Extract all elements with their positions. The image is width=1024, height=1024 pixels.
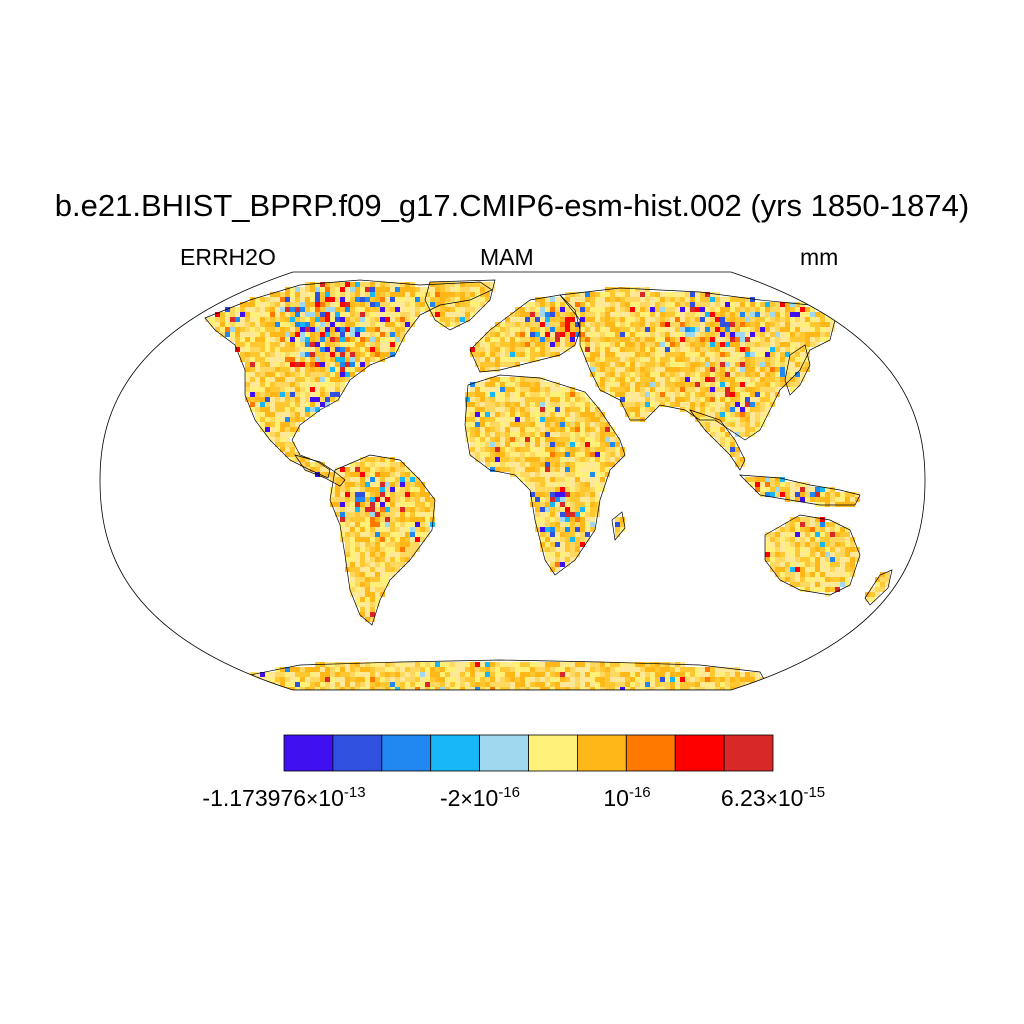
- units-label: mm: [800, 244, 839, 270]
- coastline: [464, 374, 626, 576]
- coastline: [204, 279, 493, 479]
- colorbar: [283, 734, 774, 772]
- season-label: MAM: [480, 244, 534, 270]
- map-boundary: [99, 271, 926, 691]
- colorbar-swatch: [283, 734, 334, 772]
- colorbar-swatch: [577, 734, 627, 772]
- colorbar-swatch: [479, 734, 529, 772]
- colorbar-tick-label: 10-16: [603, 784, 651, 811]
- coastline: [294, 454, 346, 487]
- coastline: [864, 569, 893, 606]
- colorbar-swatch: [674, 734, 725, 772]
- colorbar-swatch: [332, 734, 383, 772]
- colorbar-swatch: [723, 734, 774, 772]
- land-field: [205, 282, 890, 690]
- coastline: [469, 294, 581, 373]
- colorbar-swatch: [430, 734, 481, 772]
- coastline: [784, 344, 811, 396]
- colorbar-tick-label: 6.23×10-15: [720, 784, 826, 811]
- colorbar-tick-label: -2×10-16: [440, 784, 520, 811]
- colorbar-swatch: [381, 734, 432, 772]
- coastline: [611, 511, 626, 541]
- coastline: [329, 454, 436, 626]
- coastline: [249, 659, 771, 690]
- variable-label: ERRH2O: [180, 244, 276, 270]
- coastline: [739, 474, 861, 506]
- coastline: [689, 409, 746, 471]
- colorbar-tick-label: -1.173976×10-13: [202, 784, 366, 811]
- coastlines: [204, 279, 893, 690]
- coastline: [424, 279, 496, 331]
- coastline: [764, 514, 861, 596]
- colorbar-swatch: [528, 734, 578, 772]
- colorbar-swatch: [625, 734, 676, 772]
- map-title: b.e21.BHIST_BPRP.f09_g17.CMIP6-esm-hist.…: [54, 188, 970, 223]
